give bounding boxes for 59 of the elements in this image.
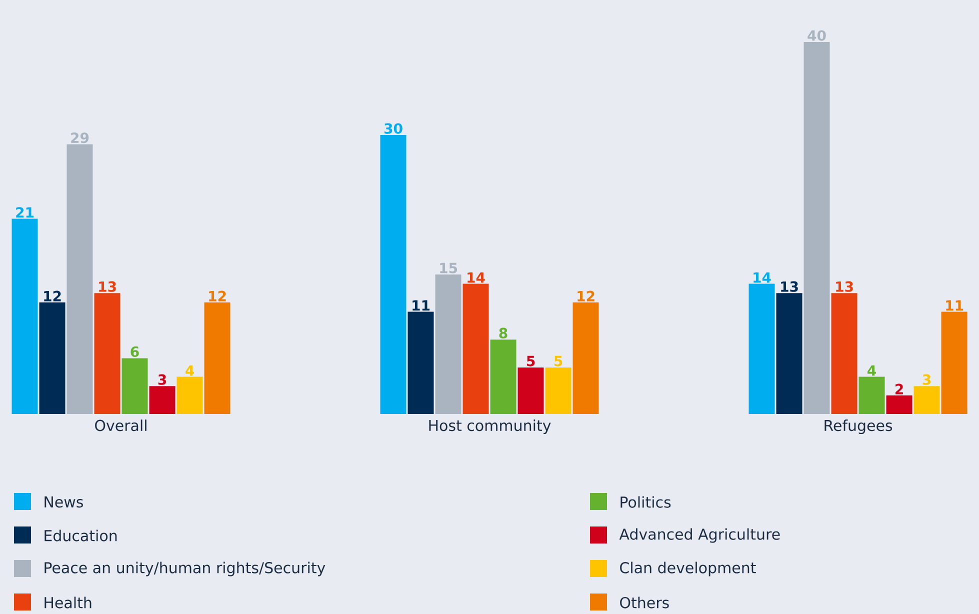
legend-label: Politics [620, 496, 671, 508]
bar [122, 358, 148, 414]
bar [66, 144, 93, 414]
legend-label: Others [620, 596, 669, 608]
data-label: 6 [130, 346, 139, 358]
bar [435, 274, 462, 414]
data-label: 13 [99, 281, 116, 292]
legend-label: Clan development [620, 562, 756, 576]
bar [858, 376, 885, 414]
bar [914, 386, 940, 414]
bar [545, 368, 572, 414]
data-label: 29 [71, 132, 89, 144]
x-tick-label: Host community [429, 420, 551, 434]
legend-label: Education [44, 530, 117, 542]
bar [176, 376, 203, 414]
data-label: 3 [158, 374, 166, 385]
data-label: 4 [186, 365, 194, 376]
bar [39, 302, 66, 414]
data-label: 3 [922, 374, 931, 385]
data-label: 12 [209, 290, 226, 302]
bar [572, 302, 599, 414]
data-label: 40 [808, 30, 826, 41]
bar [518, 368, 544, 414]
x-tick-label: Refugees [824, 420, 892, 434]
bar [462, 284, 489, 414]
data-label: 5 [554, 356, 562, 366]
data-label: 21 [16, 207, 34, 218]
data-label: 11 [412, 300, 430, 311]
x-tick-label: Overall [95, 420, 146, 432]
data-label: 13 [781, 281, 798, 292]
legend-label: Advanced Agriculture [619, 528, 780, 543]
bar [94, 293, 120, 414]
data-label: 30 [384, 123, 402, 134]
data-label: 12 [44, 290, 61, 302]
bar [408, 312, 434, 414]
bar [490, 340, 516, 414]
data-label: 13 [836, 281, 853, 292]
bar [12, 218, 38, 414]
data-label: 14 [754, 272, 771, 283]
data-label: 5 [526, 356, 535, 366]
bar [748, 284, 775, 414]
data-label: 11 [946, 300, 964, 311]
bar [380, 135, 406, 414]
bar [831, 293, 858, 414]
bar [804, 42, 830, 414]
bar [204, 302, 230, 414]
data-label: 12 [578, 290, 594, 302]
bar [776, 293, 802, 414]
data-label: 2 [896, 384, 903, 394]
data-label: 4 [868, 365, 876, 376]
data-label: 8 [499, 328, 508, 338]
legend-label: News [44, 496, 83, 508]
legend-label: Health [44, 596, 92, 608]
data-label: 15 [440, 262, 458, 274]
data-label: 14 [468, 272, 485, 283]
legend-label: Peace an unity/human rights/Security [44, 562, 326, 576]
bar [149, 386, 176, 414]
bar [886, 395, 912, 414]
bar [941, 312, 968, 414]
